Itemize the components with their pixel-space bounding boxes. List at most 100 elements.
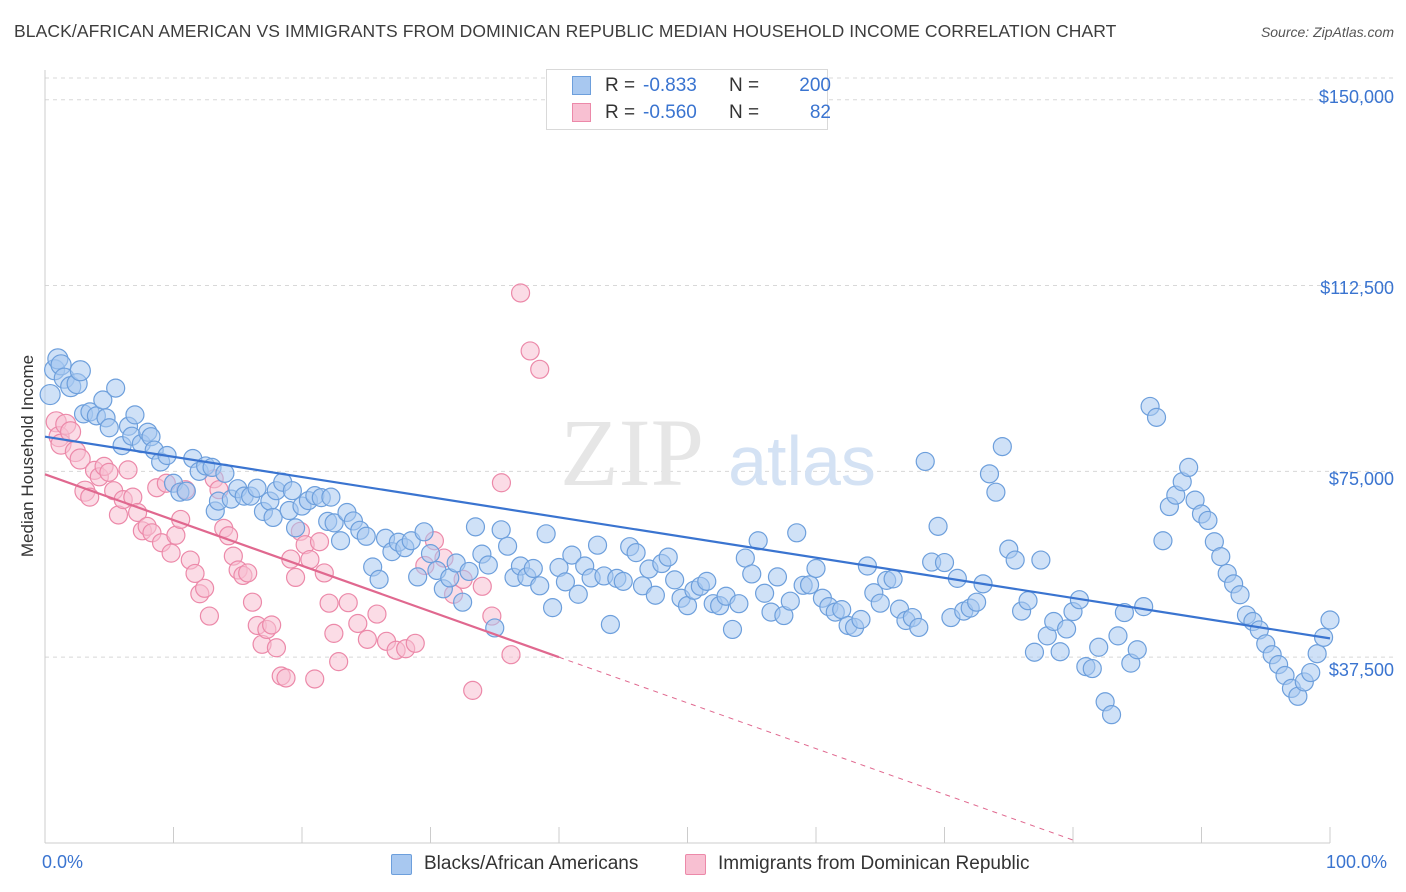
data-point xyxy=(99,462,119,482)
data-point xyxy=(262,615,282,635)
data-point xyxy=(520,341,540,361)
data-point xyxy=(1089,637,1109,657)
bottom-legend-label: Blacks/African Americans xyxy=(424,853,639,874)
chart-title: BLACK/AFRICAN AMERICAN VS IMMIGRANTS FRO… xyxy=(14,21,1117,41)
data-point xyxy=(748,531,768,551)
data-point xyxy=(176,481,196,501)
axes xyxy=(44,70,1331,844)
data-point xyxy=(321,487,341,507)
data-point xyxy=(1301,662,1321,683)
data-point xyxy=(1127,640,1147,660)
data-point xyxy=(767,567,788,587)
data-point xyxy=(1211,546,1231,567)
data-point xyxy=(369,569,389,589)
bottom-legend-swatch-pink xyxy=(685,853,706,875)
data-point xyxy=(414,522,434,542)
legend-n-label: N = xyxy=(729,75,760,96)
y-tick-label: $150,000 xyxy=(1318,87,1394,107)
data-point xyxy=(1114,602,1135,623)
data-point xyxy=(247,478,267,498)
y-tick-label: $37,500 xyxy=(1328,660,1394,680)
data-point xyxy=(263,507,283,528)
data-point xyxy=(405,633,425,653)
data-point xyxy=(587,535,608,555)
data-point xyxy=(329,652,349,672)
data-point xyxy=(324,513,344,533)
data-point xyxy=(338,593,358,613)
data-point xyxy=(266,638,287,658)
data-point xyxy=(697,571,717,591)
data-point xyxy=(915,451,935,472)
data-point xyxy=(309,532,330,552)
data-point xyxy=(491,520,511,540)
data-point xyxy=(645,585,665,605)
data-point xyxy=(1024,642,1045,662)
data-point xyxy=(1134,597,1154,617)
data-point xyxy=(348,613,368,634)
data-point xyxy=(1307,644,1327,664)
trend-line-blacks xyxy=(44,435,1331,640)
data-point xyxy=(215,463,235,483)
data-point xyxy=(491,473,512,493)
legend-r-label: R = xyxy=(605,75,636,96)
trend-line-dominican-extension xyxy=(558,656,1074,841)
legend-swatch-pink xyxy=(572,103,591,122)
data-point xyxy=(357,629,377,649)
data-point xyxy=(282,481,302,501)
data-point xyxy=(125,405,145,425)
trend-lines xyxy=(44,435,1331,841)
data-point xyxy=(161,543,181,563)
data-point xyxy=(542,598,563,618)
source-label: Source: ZipAtlas.com xyxy=(1260,24,1394,40)
data-point xyxy=(459,561,479,582)
legend-swatch-blue xyxy=(572,76,591,95)
data-point xyxy=(118,460,138,480)
data-point xyxy=(806,558,826,579)
data-point xyxy=(472,576,492,596)
data-point xyxy=(408,567,428,587)
data-point xyxy=(632,576,653,596)
data-point xyxy=(787,523,807,543)
data-point xyxy=(934,552,955,573)
data-point xyxy=(986,482,1006,502)
data-point xyxy=(967,592,987,612)
watermark-atlas: atlas xyxy=(728,422,876,500)
data-point xyxy=(754,583,775,603)
data-point xyxy=(626,543,646,563)
data-point xyxy=(909,617,929,638)
data-point xyxy=(242,592,263,612)
data-point xyxy=(870,593,890,613)
data-point xyxy=(238,563,258,583)
data-point xyxy=(501,645,521,665)
trend-line-dominican xyxy=(44,473,560,659)
watermark-zip: ZIP xyxy=(560,399,704,506)
data-point xyxy=(613,571,633,591)
data-point xyxy=(166,525,186,545)
data-point xyxy=(465,517,486,537)
data-point xyxy=(1320,610,1340,630)
watermark: ZIP atlas xyxy=(560,399,876,506)
data-point xyxy=(536,524,556,544)
data-point xyxy=(928,516,948,536)
legend-r-label: R = xyxy=(605,102,636,123)
data-point xyxy=(1153,531,1173,551)
data-point xyxy=(562,545,582,565)
data-point xyxy=(1198,510,1218,531)
data-point xyxy=(367,604,387,624)
data-point xyxy=(285,518,306,538)
legend-n-label: N = xyxy=(729,102,760,123)
data-point xyxy=(799,575,820,595)
data-point xyxy=(510,283,531,303)
legend-r-value: -0.560 xyxy=(643,102,697,123)
data-point xyxy=(498,536,518,556)
data-point xyxy=(658,547,678,567)
bottom-legend-blacks: Blacks/African Americans xyxy=(391,852,638,876)
bottom-legend-dominican: Immigrants from Dominican Republic xyxy=(685,852,1030,876)
data-point xyxy=(1101,705,1122,725)
data-point xyxy=(568,584,588,604)
data-point xyxy=(106,378,126,398)
data-point xyxy=(1018,591,1038,611)
bottom-legend-swatch-blue xyxy=(391,853,412,875)
data-point xyxy=(39,383,61,406)
